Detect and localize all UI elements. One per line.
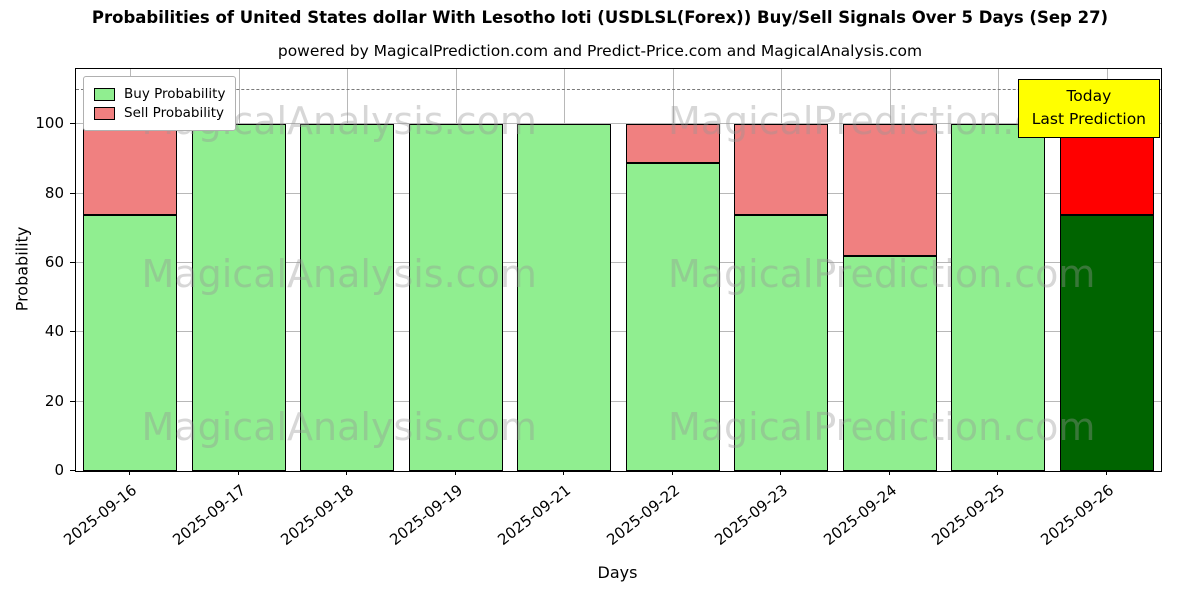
bar: [300, 69, 395, 471]
h-gridline: [76, 192, 1161, 194]
sell-segment: [842, 124, 937, 257]
today-annotation-line1: Today: [1066, 87, 1112, 105]
h-gridline: [76, 400, 1161, 402]
sell-segment: [83, 124, 178, 215]
y-tick-label: 0: [54, 461, 64, 479]
sell-swatch-icon: [94, 106, 115, 120]
x-tick-mark: [129, 470, 131, 475]
today-annotation-line2: Last Prediction: [1031, 110, 1146, 129]
sell-segment: [625, 124, 720, 163]
x-tick-mark: [888, 470, 890, 475]
buy-segment: [83, 214, 178, 471]
chart-subtitle: powered by MagicalPrediction.com and Pre…: [277, 42, 923, 60]
h-gridline: [76, 262, 1161, 264]
x-tick-mark: [454, 470, 456, 475]
bar-slot: [510, 69, 619, 471]
legend-item-buy: Buy Probability: [94, 86, 225, 102]
x-tick-mark: [346, 470, 348, 475]
buy-segment: [1059, 214, 1154, 471]
bar: [734, 69, 829, 471]
y-tick-mark: [70, 262, 75, 264]
bar: [951, 69, 1046, 471]
threshold-dashed-line: [76, 88, 1161, 90]
legend-item-sell: Sell Probability: [94, 105, 225, 121]
legend-label-buy: Buy Probability: [124, 86, 226, 102]
bar-slot: [944, 69, 1053, 471]
x-tick-mark: [997, 470, 999, 475]
bar-slot: [727, 69, 836, 471]
bar: [408, 69, 503, 471]
plot-area: MagicalAnalysis.com MagicalPrediction.com…: [75, 68, 1162, 472]
buy-segment: [625, 162, 720, 471]
y-tick-mark: [70, 400, 75, 402]
x-tick-mark: [563, 470, 565, 475]
buy-segment: [842, 256, 937, 471]
bar-slot: [402, 69, 511, 471]
bar-slot: [293, 69, 402, 471]
legend-label-sell: Sell Probability: [124, 105, 225, 121]
buy-segment: [517, 124, 612, 471]
y-tick-mark: [70, 331, 75, 333]
sell-segment: [1059, 124, 1154, 215]
y-tick-mark: [70, 192, 75, 194]
bar-slot: [836, 69, 945, 471]
buy-segment: [408, 124, 503, 471]
bar-slot: [76, 69, 185, 471]
chart-title: Probabilities of United States dollar Wi…: [91, 8, 1109, 27]
x-tick-mark: [1105, 470, 1107, 475]
bars-layer: [76, 69, 1161, 471]
bar-slot: [185, 69, 294, 471]
bar: [842, 69, 937, 471]
today-annotation: Today Last Prediction: [1017, 79, 1160, 138]
buy-segment: [300, 124, 395, 471]
bar: [625, 69, 720, 471]
x-axis-label: Days: [597, 563, 638, 582]
bar: [83, 69, 178, 471]
x-tick-mark: [237, 470, 239, 475]
h-gridline: [76, 123, 1161, 125]
buy-segment: [734, 214, 829, 471]
buy-segment: [191, 124, 286, 471]
x-tick-mark: [671, 470, 673, 475]
bar: [517, 69, 612, 471]
y-tick-label: 100: [35, 114, 64, 133]
buy-segment: [951, 124, 1046, 471]
bar-slot: [619, 69, 728, 471]
bar: [1059, 69, 1154, 471]
y-tick-label: 60: [44, 253, 64, 272]
y-tick-mark: [70, 470, 75, 471]
bar-slot: [1053, 69, 1162, 471]
legend: Buy Probability Sell Probability: [83, 76, 237, 131]
bar: [191, 69, 286, 471]
y-tick-label: 80: [44, 183, 64, 202]
y-tick-label: 40: [44, 322, 64, 341]
y-tick-mark: [70, 123, 75, 125]
sell-segment: [734, 124, 829, 215]
x-tick-mark: [780, 470, 782, 475]
h-gridline: [76, 331, 1161, 333]
y-tick-label: 20: [44, 391, 64, 410]
buy-swatch-icon: [94, 87, 115, 101]
